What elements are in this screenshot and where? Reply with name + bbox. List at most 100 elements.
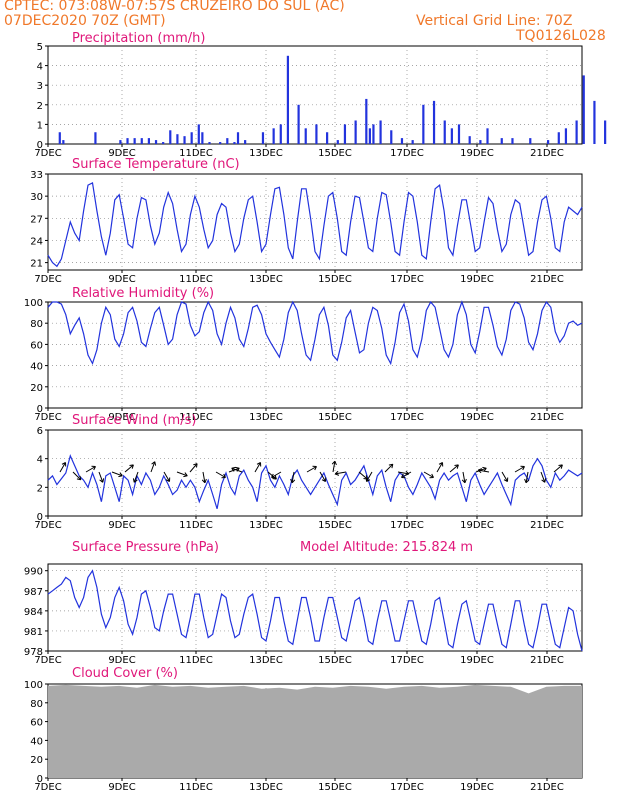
x-tick-label: 19DEC bbox=[460, 520, 494, 531]
wind-arrow-head bbox=[132, 478, 138, 483]
x-tick-label: 9DEC bbox=[108, 274, 135, 285]
wind-arrow bbox=[124, 464, 134, 473]
precip-bar bbox=[94, 132, 97, 144]
precip-bar bbox=[162, 142, 165, 144]
x-tick-label: 19DEC bbox=[460, 782, 494, 793]
y-tick-label: 20 bbox=[30, 755, 43, 766]
y-tick-label: 978 bbox=[24, 647, 43, 658]
x-tick-label: 21DEC bbox=[530, 412, 564, 423]
precip-bar bbox=[604, 120, 607, 144]
precip-bar bbox=[201, 132, 204, 144]
panel-annotation: Model Altitude: 215.824 m bbox=[300, 540, 473, 555]
precip-bar bbox=[479, 140, 482, 144]
y-tick-label: 5 bbox=[37, 42, 43, 53]
wind-arrow bbox=[59, 462, 66, 473]
wind-arrow bbox=[514, 466, 525, 473]
precip-bar bbox=[443, 120, 446, 144]
y-tick-label: 0 bbox=[37, 404, 43, 415]
precip-bar bbox=[226, 138, 229, 144]
wind-arrow bbox=[215, 471, 226, 478]
x-tick-label: 9DEC bbox=[108, 782, 135, 793]
series-line bbox=[47, 182, 583, 268]
panel-title: Surface Temperature (nC) bbox=[72, 157, 240, 172]
wind-arrow bbox=[98, 471, 104, 483]
station-header: CPTEC: 073:08W-07:57S CRUZEIRO DO SUL (A… bbox=[4, 0, 345, 14]
x-tick-label: 19DEC bbox=[460, 274, 494, 285]
y-tick-label: 30 bbox=[30, 192, 43, 203]
panel-frame bbox=[47, 45, 583, 145]
precip-bar bbox=[244, 140, 247, 144]
series-line bbox=[47, 453, 583, 509]
precip-bar bbox=[154, 140, 158, 144]
precip-bar bbox=[564, 128, 568, 144]
series-line bbox=[47, 569, 583, 652]
x-tick-label: 15DEC bbox=[318, 412, 352, 423]
wind-arrow bbox=[271, 471, 282, 478]
y-tick-label: 984 bbox=[24, 607, 43, 618]
y-tick-label: 987 bbox=[24, 587, 43, 598]
y-tick-label: 0 bbox=[37, 140, 43, 151]
precip-bar bbox=[279, 124, 282, 144]
x-tick-label: 11DEC bbox=[179, 655, 213, 666]
wind-arrow bbox=[553, 464, 563, 473]
wind-arrow-head bbox=[388, 463, 394, 469]
wind-arrow-head bbox=[256, 462, 262, 467]
y-tick-label: 33 bbox=[30, 170, 43, 181]
x-tick-label: 21DEC bbox=[530, 782, 564, 793]
precip-bar bbox=[547, 140, 550, 144]
x-tick-label: 21DEC bbox=[530, 520, 564, 531]
x-tick-label: 17DEC bbox=[390, 655, 424, 666]
wind-arrow bbox=[478, 469, 490, 473]
y-tick-label: 80 bbox=[30, 699, 43, 710]
precip-bar bbox=[315, 124, 318, 144]
precip-bar bbox=[208, 142, 211, 144]
x-tick-label: 19DEC bbox=[460, 148, 494, 159]
x-tick-label: 9DEC bbox=[108, 412, 135, 423]
precip-bar bbox=[140, 138, 143, 144]
wind-arrow-head bbox=[365, 477, 371, 482]
x-tick-label: 13DEC bbox=[249, 412, 283, 423]
y-tick-label: 4 bbox=[37, 62, 43, 73]
precip-bar bbox=[169, 130, 172, 144]
wind-arrow bbox=[384, 463, 394, 473]
y-tick-label: 0 bbox=[37, 774, 43, 785]
precip-bar bbox=[297, 104, 300, 144]
wind-arrow bbox=[189, 463, 198, 473]
precip-bar bbox=[197, 124, 200, 144]
precip-bar bbox=[62, 140, 65, 144]
panel-title: Surface Wind (m/s) bbox=[72, 413, 196, 428]
wind-arrow-head bbox=[91, 465, 96, 471]
cloud-area bbox=[48, 684, 582, 778]
y-tick-label: 80 bbox=[30, 319, 43, 330]
x-tick-label: 15DEC bbox=[318, 782, 352, 793]
panel-frame bbox=[47, 173, 583, 271]
x-tick-label: 17DEC bbox=[390, 148, 424, 159]
x-tick-label: 15DEC bbox=[318, 520, 352, 531]
wind-arrow bbox=[231, 467, 243, 473]
precip-bar bbox=[557, 132, 560, 144]
wind-arrow bbox=[72, 471, 82, 481]
x-tick-label: 13DEC bbox=[249, 520, 283, 531]
panel-frame bbox=[47, 429, 583, 517]
wind-arrow bbox=[133, 471, 139, 483]
wind-arrow-head bbox=[401, 473, 406, 479]
precip-bar bbox=[365, 98, 368, 144]
y-tick-label: 60 bbox=[30, 340, 43, 351]
panel-frame bbox=[47, 301, 583, 409]
y-tick-label: 20 bbox=[30, 383, 43, 394]
wind-arrow-head bbox=[454, 464, 459, 469]
panel-title: Surface Pressure (hPa) bbox=[72, 540, 219, 555]
wind-arrow-head bbox=[558, 464, 563, 469]
x-tick-label: 7DEC bbox=[34, 782, 61, 793]
precip-bar bbox=[457, 124, 461, 144]
precip-bar bbox=[183, 136, 186, 144]
wind-arrow-head bbox=[524, 478, 530, 484]
x-tick-label: 17DEC bbox=[390, 782, 424, 793]
y-tick-label: 40 bbox=[30, 362, 43, 373]
x-tick-label: 7DEC bbox=[34, 148, 61, 159]
wind-arrow-head bbox=[520, 465, 525, 471]
wind-arrow-head bbox=[99, 478, 105, 483]
wind-arrow-head bbox=[312, 465, 317, 471]
wind-arrow-head bbox=[321, 477, 327, 482]
wind-arrow bbox=[366, 471, 373, 482]
